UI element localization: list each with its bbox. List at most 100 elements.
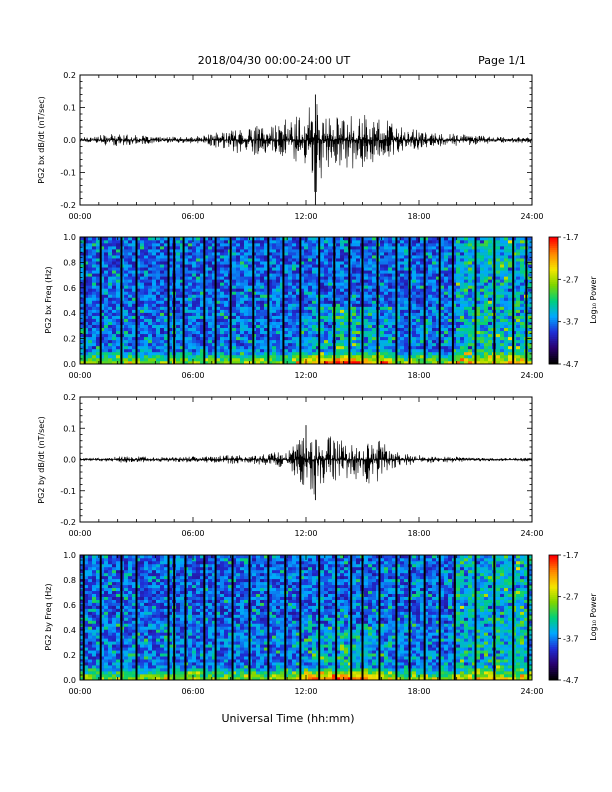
bx-spectrogram-cell [204,264,209,268]
bx-spectrogram-cell [216,243,221,247]
bx-spectrogram-cell [480,312,485,316]
bx-spectrogram-cell [508,339,513,344]
bx-spectrogram-cell [404,354,409,359]
bx-dbdt-ytick-label: 0.1 [63,104,76,113]
bx-spectrogram-cell [380,324,385,329]
bx-spectrogram-cell [496,351,501,356]
bx-spectrogram-cell [352,324,357,329]
bx-spectrogram-cell [148,240,153,244]
bx-spectrogram-cell [132,336,137,341]
bx-spectrogram-cell [272,357,277,362]
bx-spectrogram-cell [412,351,417,356]
bx-spectrogram-cell [416,243,421,247]
bx-spectrogram-cell [340,306,345,310]
bx-spectrogram-cell [272,360,277,365]
bx-spectrogram-cell [188,306,193,310]
bx-spectrogram-cell [476,333,481,338]
bx-spectrogram-cell [444,327,449,332]
bx-spectrogram-cell [196,252,201,256]
bx-spectrogram-cell [160,276,165,280]
bx-spectrogram-cell [100,294,105,298]
bx-spectrogram-cell [308,273,313,277]
bx-spectrogram-cell [128,336,133,341]
bx-spectrogram-cell [416,267,421,271]
bx-spectrogram-cell [144,333,149,338]
bx-spectrogram-cell [308,294,313,298]
bx-spectrogram-cell [196,357,201,362]
bx-spectrogram-cell [152,294,157,298]
bx-spectrogram-cell [288,264,293,268]
bx-spectrogram-cell [324,279,329,283]
bx-spectrogram-cell [180,357,185,362]
bx-spectrogram-cell [420,285,425,289]
bx-spectrogram-cell [200,255,205,259]
bx-spectrogram-cell [452,255,457,259]
bx-spectrogram-cell [192,270,197,274]
bx-spectrogram-cell [292,348,297,353]
bx-spectrogram-cell [312,285,317,289]
bx-spectrogram-cell [96,267,101,271]
bx-spectrogram-cell [132,306,137,310]
bx-spectrogram-cell [516,339,521,344]
bx-spectrogram-cell [96,333,101,338]
bx-spectrogram-cell [200,324,205,329]
bx-spectrogram-cell [356,297,361,301]
bx-spectrogram-cell [404,276,409,280]
bx-spectrogram-cell [484,312,489,316]
bx-spectrogram-cell [308,312,313,316]
bx-spectrogram-cell [128,258,133,262]
bx-spectrogram-cell [500,333,505,338]
bx-spectrogram-cell [328,345,333,350]
bx-spectrogram-cell [520,237,525,241]
bx-spectrogram-cell [472,321,477,325]
bx-spectrogram-cell [352,318,357,322]
bx-spectrogram-cell [140,291,145,295]
bx-spectrogram-cell [160,360,165,365]
bx-spectrogram-cell [428,267,433,271]
bx-spectrogram-cell [292,357,297,362]
bx-spectrogram-cell [356,339,361,344]
bx-spectrogram-cell [148,309,153,313]
bx-spectrogram-cell [128,354,133,359]
bx-spectrogram-cell [500,324,505,329]
bx-spectrogram-cell [380,294,385,298]
bx-spectrogram-cell [140,330,145,335]
bx-spectrogram-cell [264,288,269,292]
bx-spectrogram-cell [168,348,173,353]
bx-spectrogram-cell [500,342,505,347]
bx-spectrogram-cell [456,273,461,277]
bx-spectrogram-cell [416,309,421,313]
bx-spectrogram-cell [260,315,265,319]
bx-spectrogram-cell [176,288,181,292]
bx-spectrogram-cell [272,276,277,280]
bx-spectrogram-cell [396,258,401,262]
bx-spectrogram-cell [240,276,245,280]
bx-spectrogram-cell [392,309,397,313]
bx-spectrogram-cell [124,285,129,289]
bx-spectrogram-cell [176,267,181,271]
bx-spectrogram-data-gap [229,237,232,364]
bx-spectrogram-cell [220,318,225,322]
bx-spectrogram-cell [476,279,481,283]
bx-spectrogram-cell [504,324,509,329]
bx-spectrogram-cell [336,306,341,310]
bx-spectrogram-cell [460,312,465,316]
bx-spectrogram-cell [368,306,373,310]
bx-spectrogram-cell [164,297,169,301]
bx-spectrogram-cell [104,306,109,310]
bx-spectrogram-cell [312,267,317,271]
bx-spectrogram-cell [404,306,409,310]
bx-spectrogram-cell [312,291,317,295]
bx-spectrogram-cell [200,342,205,347]
bx-spectrogram-cell [384,264,389,268]
bx-spectrogram-cell [384,315,389,319]
bx-spectrogram-cell [324,291,329,295]
bx-spectrogram-cell [336,258,341,262]
bx-dbdt-xtick-label: 18:00 [407,212,430,221]
bx-spectrogram-cell [424,309,429,313]
bx-spectrogram-cell [392,294,397,298]
bx-spectrogram-cell [184,321,189,325]
bx-spectrogram-cell [496,261,501,265]
bx-spectrogram-cell [272,333,277,338]
bx-spectrogram-cell [528,255,533,259]
